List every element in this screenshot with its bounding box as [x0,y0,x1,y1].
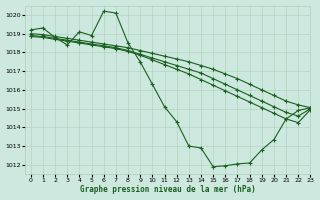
X-axis label: Graphe pression niveau de la mer (hPa): Graphe pression niveau de la mer (hPa) [80,185,255,194]
